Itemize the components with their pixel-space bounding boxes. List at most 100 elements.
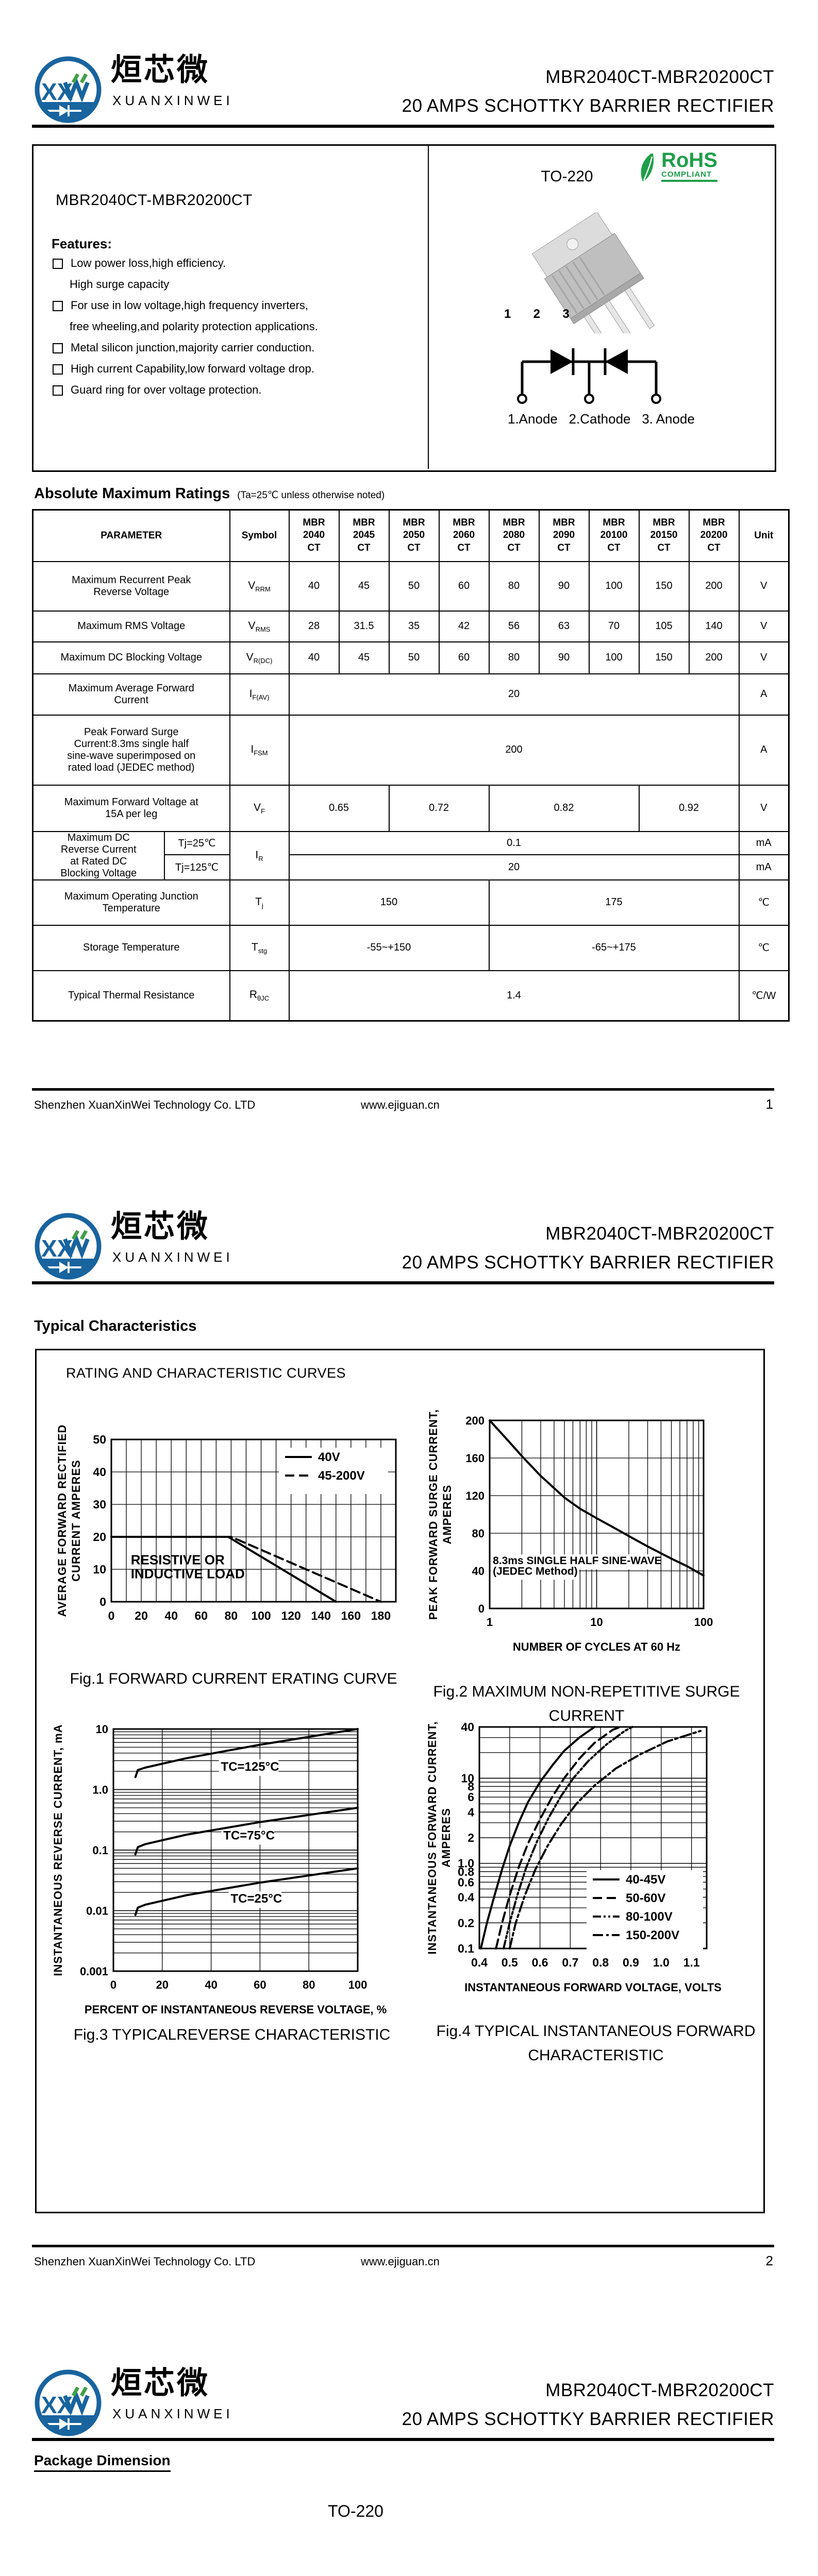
footer-rule bbox=[32, 1088, 774, 1091]
svg-text:140: 140 bbox=[311, 1609, 331, 1622]
svg-text:0.9: 0.9 bbox=[623, 1956, 639, 1969]
features-package-box bbox=[32, 144, 776, 472]
fig2-block: 1 10 100 0 40 80 120 160 200 NUMBER OF CYCLES AT … bbox=[427, 1397, 746, 1728]
svg-text:100: 100 bbox=[348, 1978, 368, 1991]
svg-text:TC=75°C: TC=75°C bbox=[223, 1828, 275, 1842]
svg-text:50-60V: 50-60V bbox=[626, 1891, 665, 1905]
rohs-leaf-icon bbox=[641, 154, 654, 181]
part-range-title: MBR2040CT-MBR20200CT bbox=[56, 192, 253, 209]
svg-text:TC=125°C: TC=125°C bbox=[221, 1760, 279, 1774]
footer-company: Shenzhen XuanXinWei Technology Co. LTD bbox=[34, 2255, 256, 2268]
svg-text:INSTANTANEOUS REVERSE CURRENT,: INSTANTANEOUS REVERSE CURRENT, mA bbox=[52, 1724, 64, 1976]
svg-text:40: 40 bbox=[164, 1609, 178, 1622]
curves-box bbox=[35, 1349, 765, 2213]
svg-text:160: 160 bbox=[465, 1452, 485, 1465]
fig4-caption: Fig.4 TYPICAL INSTANTANEOUS FORWARD CHAR… bbox=[436, 2023, 756, 2064]
svg-text:0.4: 0.4 bbox=[471, 1956, 488, 1969]
svg-text:0.7: 0.7 bbox=[562, 1956, 578, 1969]
fig2-chart: 1 10 100 0 40 80 120 160 200 NUMBER OF CYCLES AT … bbox=[427, 1409, 713, 1653]
svg-text:40V: 40V bbox=[318, 1450, 340, 1464]
svg-text:10: 10 bbox=[93, 1563, 106, 1576]
table-row: Maximum Forward Voltage at 15A per leg V… bbox=[32, 784, 790, 832]
svg-text:80-100V: 80-100V bbox=[626, 1910, 673, 1924]
svg-text:30: 30 bbox=[93, 1498, 106, 1511]
svg-text:20: 20 bbox=[156, 1978, 169, 1991]
page-number: 2 bbox=[765, 2253, 773, 2268]
svg-text:PERCENT OF INSTANTANEOUS REVER: PERCENT OF INSTANTANEOUS REVERSE VOLTAGE… bbox=[85, 2003, 387, 2016]
svg-text:100: 100 bbox=[251, 1609, 271, 1622]
doc-title-desc: 20 AMPS SCHOTTKY BARRIER RECTIFIER bbox=[402, 1252, 774, 1273]
package-name: TO-220 bbox=[328, 2502, 383, 2520]
svg-text:180: 180 bbox=[371, 1609, 391, 1622]
svg-text:1.1: 1.1 bbox=[683, 1956, 700, 1969]
svg-text:8.3ms SINGLE HALF SINE-WAVE: 8.3ms SINGLE HALF SINE-WAVE bbox=[493, 1555, 662, 1567]
table-row: Maximum Operating Junction Temperature T… bbox=[32, 879, 790, 926]
checkbox-icon bbox=[53, 364, 63, 375]
svg-text:0.4: 0.4 bbox=[458, 1891, 474, 1904]
svg-text:NUMBER OF CYCLES AT 60 Hz: NUMBER OF CYCLES AT 60 Hz bbox=[513, 1640, 680, 1653]
svg-text:4: 4 bbox=[468, 1805, 474, 1819]
features-title: Features: bbox=[52, 236, 112, 251]
svg-text:(JEDEC Method): (JEDEC Method) bbox=[493, 1565, 578, 1577]
footer-website: www.ejiguan.cn bbox=[361, 2255, 440, 2268]
svg-text:AMPERES: AMPERES bbox=[440, 1808, 453, 1868]
logo-english-name: XUANXINWEI bbox=[112, 93, 233, 108]
rohs-title: RoHS bbox=[661, 149, 717, 172]
fig3-chart: 0 20 40 60 80 100 0.001 0.01 0.1 1.0 10 PERCENT OF … bbox=[52, 1723, 387, 2016]
logo-english-name: XUANXINWEI bbox=[112, 1249, 233, 1265]
table-row: Peak Forward Surge Current:8.3ms single … bbox=[32, 714, 790, 786]
logo-english-name: XUANXINWEI bbox=[112, 2406, 233, 2421]
svg-text:RESISTIVE OR: RESISTIVE OR bbox=[131, 1552, 225, 1568]
footer-website: www.ejiguan.cn bbox=[361, 1098, 440, 1111]
feature-item: Metal silicon junction,majority carrier … bbox=[52, 341, 402, 362]
svg-text:100: 100 bbox=[694, 1616, 713, 1629]
svg-text:0.001: 0.001 bbox=[80, 1965, 108, 1978]
company-logo-icon: XX bbox=[35, 1213, 102, 1280]
doc-title-part: MBR2040CT-MBR20200CT bbox=[545, 2380, 774, 2400]
svg-text:120: 120 bbox=[281, 1609, 301, 1622]
table-row: Maximum DC Blocking Voltage VR(DC) 40 45 … bbox=[32, 641, 790, 674]
header-rule bbox=[32, 125, 774, 128]
company-logo-icon: XX bbox=[35, 2369, 102, 2436]
doc-title-part: MBR2040CT-MBR20200CT bbox=[545, 1224, 774, 1244]
svg-text:0: 0 bbox=[108, 1609, 115, 1622]
svg-text:1.0: 1.0 bbox=[458, 1857, 474, 1870]
svg-text:0: 0 bbox=[478, 1602, 485, 1615]
fig4-block: 0.4 0.5 0.6 0.7 0.8 0.9 1.0 1.1 0.1 0.2 0.4 0.6 0.8 1… bbox=[426, 1714, 766, 2067]
svg-text:1.0: 1.0 bbox=[92, 1784, 108, 1797]
svg-text:PEAK FORWARD SURGE CURRENT,: PEAK FORWARD SURGE CURRENT, bbox=[427, 1409, 440, 1620]
doc-title-part: MBR2040CT-MBR20200CT bbox=[545, 67, 774, 87]
svg-text:150-200V: 150-200V bbox=[626, 1928, 679, 1942]
footer-company: Shenzhen XuanXinWei Technology Co. LTD bbox=[34, 1098, 256, 1111]
checkbox-icon bbox=[53, 343, 63, 353]
svg-text:0.8: 0.8 bbox=[458, 1865, 474, 1878]
doc-title-desc: 20 AMPS SCHOTTKY BARRIER RECTIFIER bbox=[402, 2409, 774, 2429]
checkbox-icon bbox=[53, 385, 63, 396]
svg-text:CURRENT AMPERES: CURRENT AMPERES bbox=[70, 1460, 82, 1582]
pin-function-labels: 1.Anode 2.Cathode 3. Anode bbox=[508, 411, 695, 427]
svg-text:0.6: 0.6 bbox=[532, 1956, 548, 1969]
feature-item: free wheeling,and polarity protection ap… bbox=[70, 320, 318, 333]
svg-text:200: 200 bbox=[465, 1414, 485, 1427]
svg-text:120: 120 bbox=[465, 1489, 485, 1502]
svg-text:20: 20 bbox=[93, 1530, 106, 1544]
fig1-block: 0 20 40 60 80 100 120 140 160 180 0 10 20 30 40 50 AVERA… bbox=[56, 1418, 411, 1691]
svg-text:20: 20 bbox=[135, 1609, 148, 1622]
table-row: Maximum RMS Voltage VRMS 28 31.5 35 42 56 6… bbox=[32, 610, 790, 642]
svg-text:50: 50 bbox=[93, 1433, 106, 1446]
header-rule bbox=[32, 2438, 774, 2441]
fig3-caption: Fig.3 TYPICALREVERSE CHARACTERISTIC bbox=[73, 2026, 391, 2043]
feature-item: High surge capacity bbox=[70, 278, 170, 291]
fig2-caption: Fig.2 MAXIMUM NON-REPETITIVE SURGE CURRE… bbox=[433, 1683, 740, 1724]
svg-text:0: 0 bbox=[99, 1595, 106, 1608]
svg-text:60: 60 bbox=[254, 1978, 266, 1991]
table-row: Storage Temperature Tstg -55~+150 -65~+1… bbox=[32, 924, 790, 971]
fig3-block: 0 20 40 60 80 100 0.001 0.01 0.1 1.0 10 PERCENT OF … bbox=[52, 1715, 412, 2047]
table-row: Tj=125℃ 20 mA bbox=[33, 854, 790, 880]
feature-item: High current Capability,low forward volt… bbox=[52, 362, 402, 383]
svg-text:40-45V: 40-45V bbox=[626, 1873, 665, 1887]
feature-item: Low power loss,high efficiency. bbox=[52, 257, 402, 278]
table-row: Maximum Recurrent Peak Reverse Voltage V… bbox=[32, 561, 790, 612]
pin-numbers: 1 2 3 bbox=[504, 307, 575, 321]
